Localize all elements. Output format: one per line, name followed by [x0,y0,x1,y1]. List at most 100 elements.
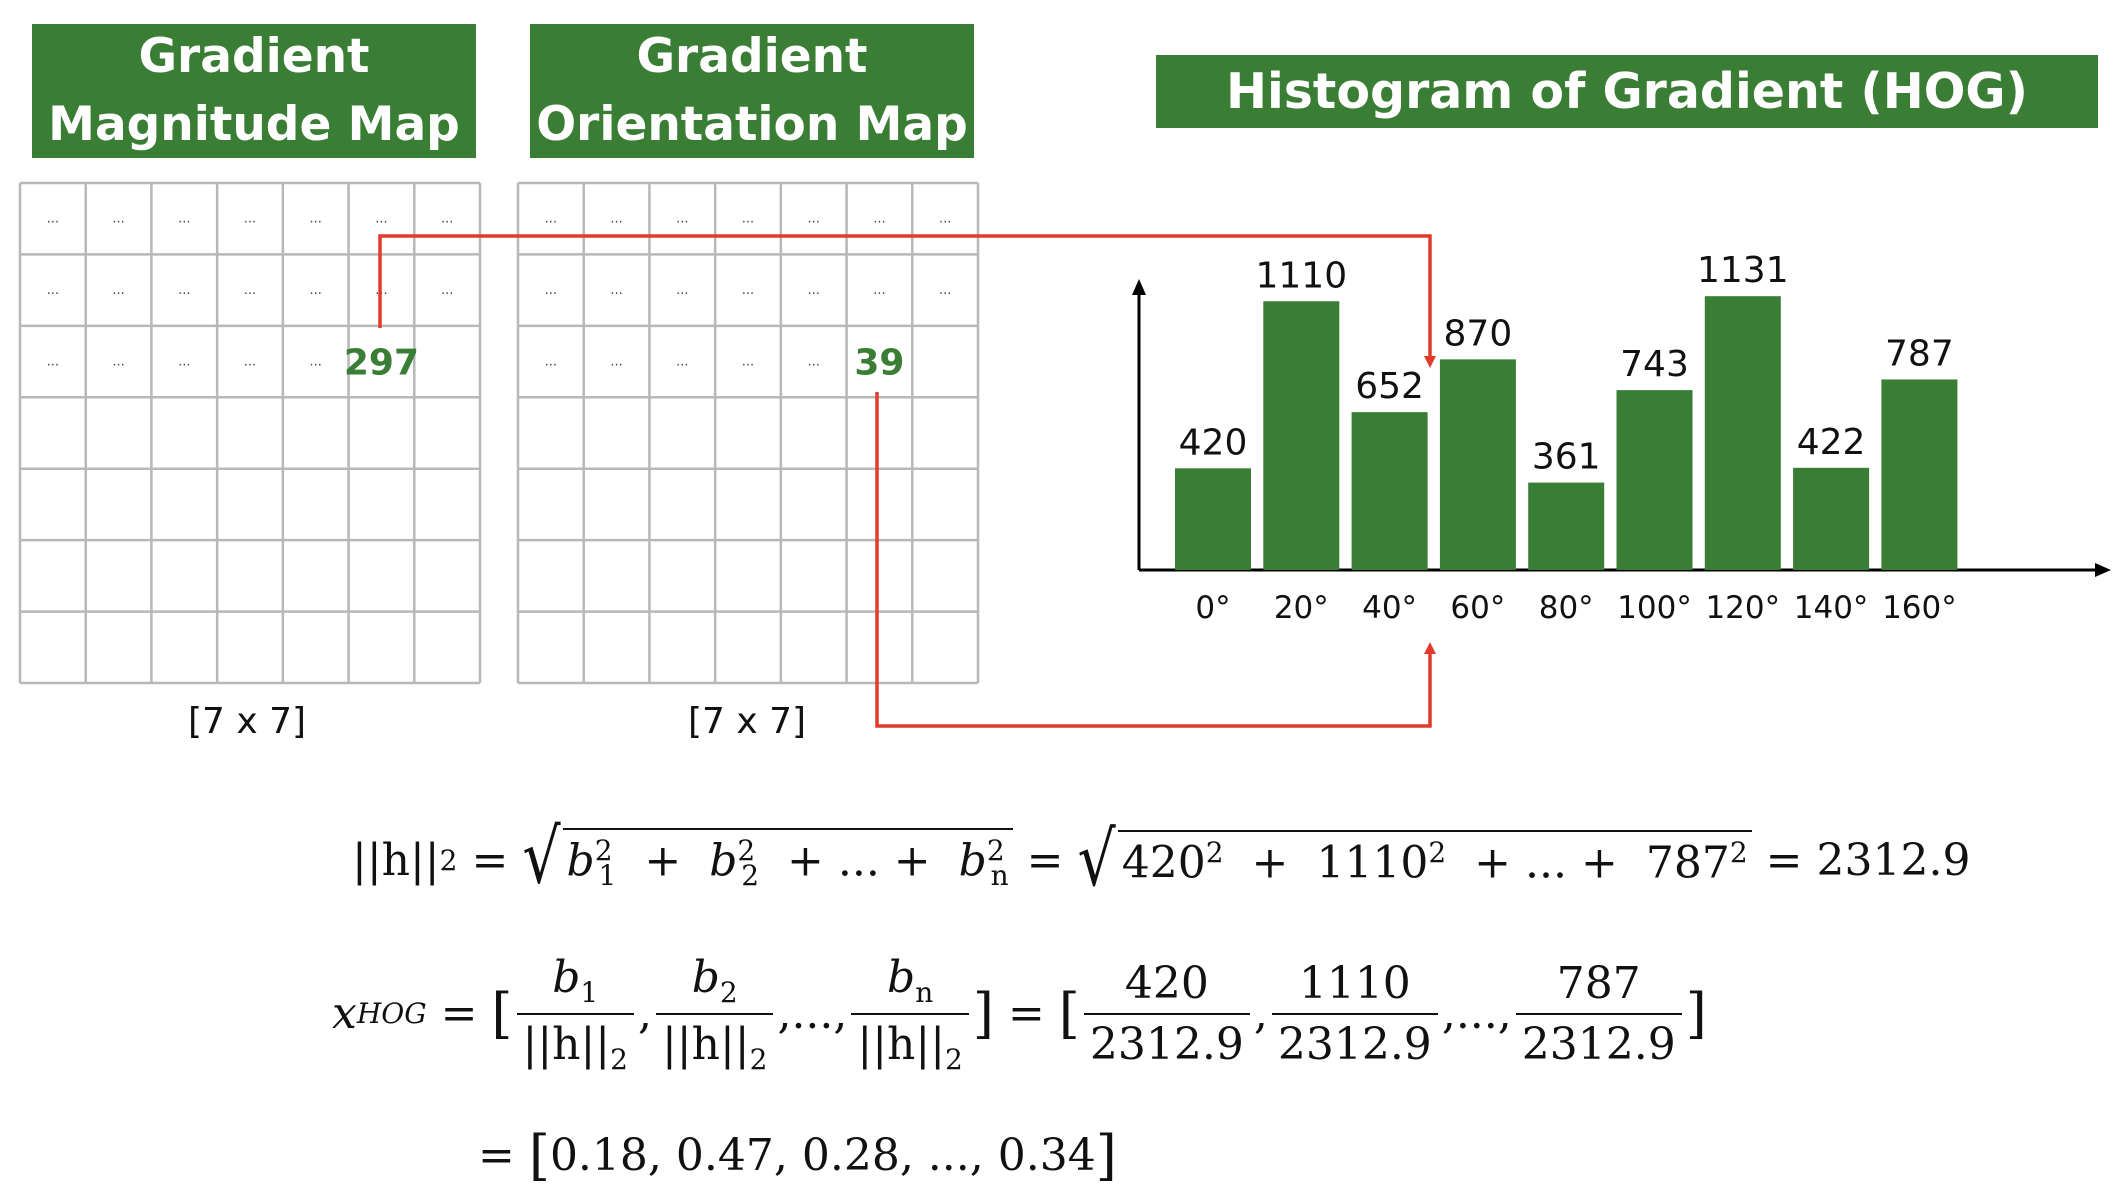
ellipsis-cell: ... [808,212,820,227]
frac-num: 787 [1556,957,1641,1009]
numeric-fraction: 420 2312.9 [1083,957,1250,1070]
numeric-fraction: 787 2312.9 [1515,957,1682,1070]
frac-num: b [552,952,581,1003]
hog-banner: Histogram of Gradient (HOG) [1156,55,2098,128]
bar-value-label: 1131 [1697,250,1789,291]
ellipsis-cell: ... [441,212,453,227]
histogram-bar [1263,301,1340,570]
frac-den: ||h|| [522,1018,611,1070]
ellipsis-cell: ... [310,212,322,227]
ellipsis: ... [1455,988,1498,1040]
ellipsis-cell: ... [808,283,820,298]
ellipsis-cell: ... [610,355,622,370]
magnitude-grid: ........................................… [18,181,482,685]
ellipsis-cell: ... [808,355,820,370]
ellipsis-cell: ... [676,283,688,298]
bar-value-label: 787 [1885,333,1954,374]
ellipsis-cell: ... [112,283,124,298]
xhog-lhs: x [332,988,357,1040]
orientation-grid: ........................................… [516,181,980,685]
ellipsis-cell: ... [545,283,557,298]
bar-value-label: 420 [1179,422,1248,463]
ellipsis-cell: ... [244,212,256,227]
histogram-bars: 420 0° 1110 20° 652 40° 870 60° 361 80° 743 100° 113… [1175,250,1958,626]
histogram-bar [1793,467,1870,570]
norm-equation: ||h|| 2 = √ b21 + b22 + ... + b2n = √ 420… [352,813,1971,904]
ellipsis-cell: ... [310,355,322,370]
bar-value-label: 361 [1532,437,1601,478]
ellipsis-cell: ... [742,283,754,298]
exp: 2 [986,834,1005,867]
b-sub: n [990,859,1009,893]
orientation-grid-caption: [7 x 7] [688,701,806,742]
b-sub: 1 [598,859,617,893]
b-sub: 2 [741,859,760,893]
bar-value-label: 870 [1444,313,1513,354]
result-value: 0.18 [549,1130,648,1181]
magnitude-map-banner: Gradient Magnitude Map [32,24,476,158]
hog-title: Histogram of Gradient (HOG) [1225,63,2029,120]
exp: 2 [594,834,613,867]
ellipsis: ... [791,988,834,1040]
exp: 2 [1205,836,1224,870]
frac-den: 2312.9 [1271,1012,1438,1070]
generic-sqrt: √ b21 + b22 + ... + b2n [522,820,1013,895]
ellipsis-cell: ... [112,355,124,370]
histogram-bar [1616,390,1693,570]
result-value: 0.34 [997,1130,1096,1181]
ellipsis-cell: ... [47,212,59,227]
ellipsis-cell: ... [610,212,622,227]
bin-tick-label: 80° [1539,590,1594,626]
generic-fraction: bn ||h||2 [851,952,969,1076]
frac-den: ||h|| [857,1018,946,1070]
banner-line: Magnitude Map [48,97,460,152]
b-term: b [709,835,738,887]
frac-den-sub: 2 [610,1042,628,1076]
orientation-highlight-value: 39 [854,343,904,384]
num-term: 420 [1121,837,1206,889]
frac-num-sub: 2 [719,975,738,1009]
bar-value-label: 743 [1620,344,1689,385]
b-term: b [566,835,595,887]
bin-tick-label: 120° [1705,590,1780,626]
num-term: 1110 [1316,837,1429,889]
frac-den: ||h|| [661,1018,750,1070]
ellipsis-cell: ... [545,212,557,227]
ellipsis-cell: ... [742,212,754,227]
bin-tick-label: 60° [1450,590,1505,626]
xhog-equation: x HOG = [ b1 ||h||2 , b2 ||h||2 ,..., bn … [332,952,1707,1076]
exp: 2 [1428,836,1447,870]
banner-line: Gradient [636,29,868,84]
generic-fraction: b2 ||h||2 [655,952,774,1076]
numeric-fraction: 1110 2312.9 [1271,958,1438,1070]
frac-num-sub: n [915,975,934,1009]
ellipsis-cell: ... [178,283,190,298]
ellipsis-cell: ... [178,212,190,227]
ellipsis-cell: ... [47,283,59,298]
ellipsis-cell: ... [375,212,387,227]
bar-value-label: 652 [1355,366,1424,407]
frac-num: 420 [1124,957,1209,1009]
banner-line: Gradient [138,29,370,84]
b-term: b [958,835,987,887]
frac-num: b [691,952,720,1003]
ellipsis-cell: ... [545,355,557,370]
num-term: 787 [1645,837,1730,889]
ellipsis-cell: ... [610,283,622,298]
histogram-bar [1881,379,1958,570]
ellipsis: ... [1525,837,1567,889]
frac-den: 2312.9 [1083,1012,1250,1070]
histogram-bar [1175,468,1251,570]
ellipsis-cell: ... [939,212,951,227]
generic-fraction: b1 ||h||2 [516,952,634,1076]
ellipsis-cell: ... [742,355,754,370]
exp: 2 [1729,836,1748,870]
result-value: ... [927,1130,970,1181]
banner-line: Orientation Map [536,97,968,152]
ellipsis-cell: ... [310,283,322,298]
ellipsis-cell: ... [873,212,885,227]
numeric-sqrt: √ 4202 + 11102 + ... + 7872 [1078,823,1752,898]
magnitude-to-bin-arrow [378,234,1436,368]
ellipsis-cell: ... [676,212,688,227]
